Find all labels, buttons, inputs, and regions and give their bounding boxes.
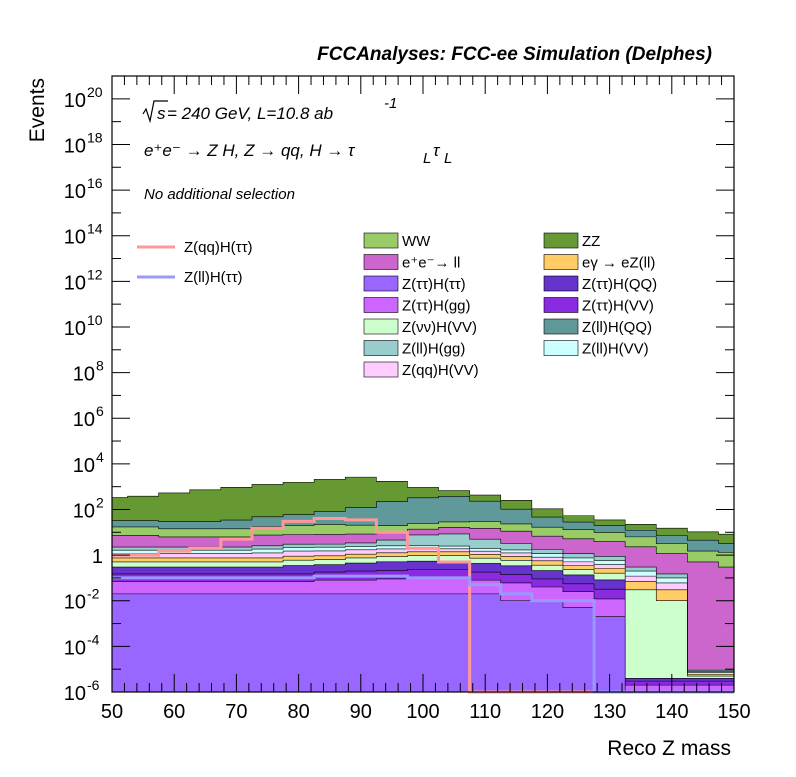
y-tick-exponent: -4 [87,631,100,647]
sqrt-icon [142,100,168,124]
y-tick-exponent: 12 [87,266,103,282]
legend-swatch-z-h-gg [363,297,399,313]
selection-text: No additional selection [144,186,295,203]
legend-swatch-z-h-qq [543,275,579,292]
tau-subscript-1: L [423,150,431,167]
tau-subscript-2: L [444,150,452,167]
y-tick-label: 10 [64,272,86,294]
x-tick-label: 90 [350,701,372,723]
y-tick-exponent: 14 [87,221,103,237]
energy-lumi-text: = 240 GeV, L=10.8 ab [167,104,333,123]
legend-swatch-z-h-vv [363,318,399,335]
legend-label: eγ → eZ(ll) [582,255,655,272]
y-tick-exponent: 16 [87,175,103,191]
legend-label: Z(ll)H(ττ) [184,269,243,286]
legend-label: e⁺e⁻→ ll [402,255,460,272]
legend-swatch-z-h-vv [543,297,579,313]
legend-swatch-z-h [363,275,399,292]
legend-label: Z(ll)H(VV) [582,341,649,358]
annotation-process: e⁺e⁻ → Z H, Z → qq, H → τ L τ L [144,141,452,167]
y-tick-exponent: 10 [87,312,103,328]
y-tick-label: 10 [64,90,86,112]
y-tick-exponent: -6 [87,677,100,693]
x-tick-label: 120 [531,701,564,723]
legend-swatch-ww [363,232,399,249]
x-tick-label: 140 [655,701,688,723]
y-tick-exponent: 8 [96,358,104,374]
y-tick-label: 10 [64,637,86,659]
chart-title: FCCAnalyses: FCC-ee Simulation (Delphes) [317,44,712,65]
y-tick-label: 10 [64,227,86,249]
y-tick-label: 10 [73,500,95,522]
legend-label: Z(ll)H(QQ) [582,319,652,336]
x-tick-label: 80 [287,701,309,723]
annotation-energy: s = 240 GeV, L=10.8 ab -1 [142,95,397,124]
stacked-histograms [111,476,735,693]
legend-label: Z(ττ)H(QQ) [582,276,657,293]
legend-swatch-e-ez-ll [543,254,579,270]
legend-label: Z(qq)H(VV) [402,362,479,379]
y-tick-label: 10 [64,135,86,157]
process-text: e⁺e⁻ → Z H, Z → qq, H → τ [144,141,356,160]
legend-swatch-z-ll-h-vv [543,340,579,356]
legend-swatch-z-ll-h-qq [543,318,579,335]
x-tick-label: 130 [593,701,626,723]
y-tick-exponent: 20 [87,84,103,100]
x-tick-label: 50 [101,701,123,723]
y-tick-label: 10 [64,592,86,614]
y-tick-label: 10 [64,181,86,203]
x-tick-label: 150 [717,701,750,723]
y-tick-label: 10 [73,455,95,477]
tau-2: τ [433,141,441,160]
x-axis-label: Reco Z mass [607,737,731,760]
y-tick-exponent: 4 [96,449,104,465]
legend-stack: WW e⁺e⁻→ ll Z(ττ)H(ττ) Z(ττ)H(gg) Z(νν)H(VV)… [363,232,657,379]
y-tick-label: 10 [73,364,95,386]
legend-label: Z(ττ)H(ττ) [402,276,466,293]
sqrt-s: s [157,104,166,123]
lumi-exponent: -1 [384,95,397,112]
y-tick-exponent: 2 [96,494,104,510]
legend-swatch-z-qq-h-vv [363,361,399,378]
legend-label: Z(ll)H(gg) [402,341,465,358]
y-axis-label: Events [26,78,49,142]
legend-label: Z(ττ)H(gg) [402,298,471,315]
y-tick-label: 1 [92,546,103,568]
y-tick-exponent: 6 [96,403,104,419]
legend-label: Z(νν)H(VV) [402,319,477,336]
y-tick-label: 10 [64,683,86,705]
legend-label: WW [402,233,431,250]
legend-overlay: Z(qq)H(ττ) Z(ll)H(ττ) [137,239,253,286]
legend-swatch-e-e-ll [363,254,399,270]
x-tick-labels: 50 60 70 80 90 100 110 120 130 140 150 [101,701,751,723]
legend-label: ZZ [582,233,600,250]
legend-label: Z(ττ)H(VV) [582,298,654,315]
x-tick-label: 110 [469,701,501,723]
legend-swatch-z-ll-h-gg [363,340,399,356]
x-tick-label: 100 [406,701,439,723]
y-tick-label: 10 [73,409,95,431]
legend-label: Z(qq)H(ττ) [184,239,253,256]
y-tick-exponent: -2 [87,586,100,602]
axis-ticks [111,75,735,693]
x-tick-label: 60 [163,701,185,723]
y-tick-label: 10 [64,318,86,340]
y-tick-exponent: 18 [87,129,103,145]
x-tick-label: 70 [225,701,247,723]
legend-swatch-zz [543,232,579,249]
